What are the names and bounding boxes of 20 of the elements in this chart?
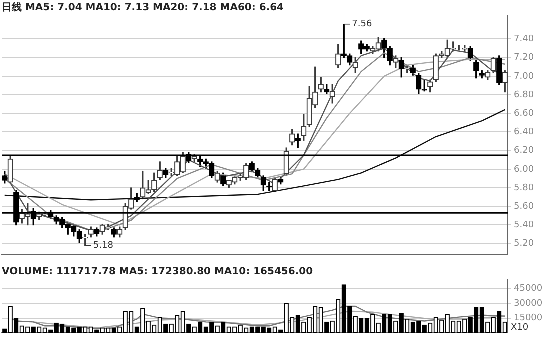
y-tick-label: 5.40 bbox=[514, 220, 534, 231]
y-tick-label: 15000 bbox=[514, 314, 543, 324]
y-tick-label: 6.80 bbox=[514, 90, 534, 100]
chart-title: 日线 MA5: 7.04 MA10: 7.13 MA20: 7.18 MA60: 6.64 bbox=[2, 2, 284, 14]
y-tick-label: 7.20 bbox=[514, 53, 534, 64]
y-tick-label: 30000 bbox=[514, 298, 543, 309]
y-tick-label: 6.20 bbox=[514, 146, 534, 156]
y-tick-label: 5.60 bbox=[514, 202, 534, 212]
y-tick-label: 6.00 bbox=[514, 164, 534, 175]
y-tick-label: 6.60 bbox=[514, 108, 534, 119]
y-tick-label: 5.80 bbox=[514, 183, 534, 194]
chart-title: VOLUME: 111717.78 MA5: 172380.80 MA10: 165456.00 bbox=[2, 266, 314, 278]
y-tick-label: 7.00 bbox=[514, 72, 534, 82]
annotation: 5.18 bbox=[93, 241, 114, 252]
y-tick-label: 6.40 bbox=[514, 128, 534, 138]
y-tick-label: 5.20 bbox=[514, 239, 534, 250]
y-tick-label: 45000 bbox=[514, 284, 543, 294]
annotation: 7.56 bbox=[352, 20, 372, 30]
text: X10 bbox=[511, 322, 529, 333]
y-tick-label: 7.40 bbox=[514, 34, 534, 45]
